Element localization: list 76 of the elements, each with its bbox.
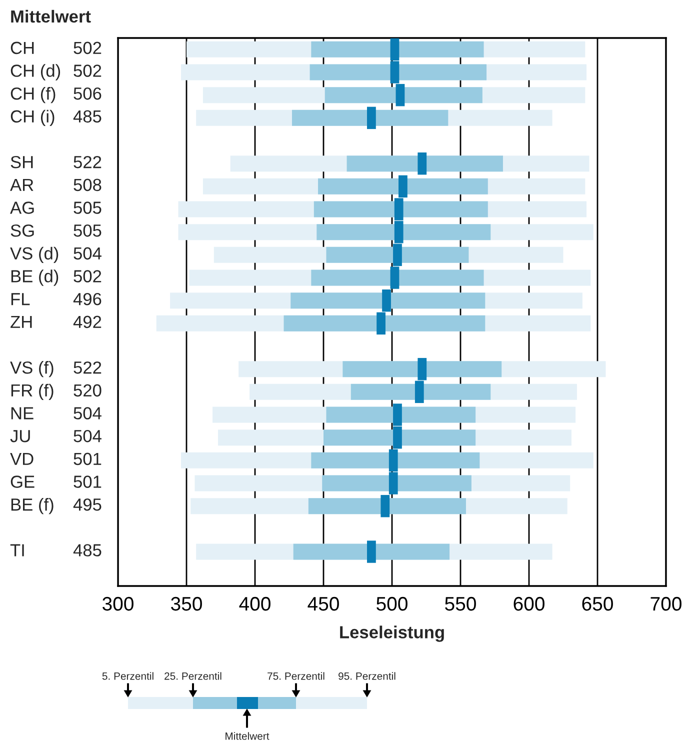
y-tick-label: SH	[10, 156, 33, 168]
x-tick-label: 500	[376, 596, 408, 611]
x-tick-label: 550	[445, 596, 476, 611]
data-label: 485	[73, 110, 102, 123]
bar	[292, 110, 448, 126]
y-tick-label: VS (d)	[10, 246, 58, 263]
x-tick-label: 650	[582, 596, 613, 611]
x-tick-label: 450	[308, 596, 339, 611]
bar	[308, 498, 466, 514]
y-tick-label: CH (i)	[10, 110, 54, 126]
data-label: 496	[73, 292, 102, 306]
bar	[310, 64, 487, 80]
y-tick-label: BE (f)	[11, 498, 54, 514]
data-label: 508	[74, 178, 102, 192]
data-label: 520	[74, 384, 102, 397]
bar	[290, 292, 486, 309]
data-label: 502	[74, 270, 102, 282]
data-label: 485	[73, 544, 102, 556]
data-label: 504	[74, 430, 102, 442]
bar	[326, 406, 476, 423]
data-label: 502	[74, 42, 102, 54]
data-label: 522	[74, 156, 102, 168]
text: 75. Perzentil	[268, 672, 324, 680]
bar	[324, 87, 482, 104]
bar	[342, 361, 502, 378]
bar	[293, 544, 450, 560]
x-tick-label: 400	[239, 596, 270, 611]
data-label: 522	[74, 361, 102, 374]
y-tick-label: BE (d)	[11, 270, 58, 286]
x-tick-label: 700	[650, 596, 682, 611]
chart-title: Mittelwert	[11, 10, 91, 23]
data-label: 504	[74, 407, 102, 420]
data-label: 495	[73, 498, 102, 511]
bar	[316, 224, 491, 240]
data-label: 502	[74, 64, 102, 77]
bar	[318, 178, 488, 194]
text: Mittelwert	[226, 732, 270, 740]
text: 5. Perzentil	[102, 672, 154, 680]
y-tick-label: VS (f)	[10, 360, 54, 378]
text: 95. Perzentil	[338, 672, 396, 680]
data-label: 501	[74, 452, 102, 466]
y-tick-label: CH (f)	[10, 86, 56, 104]
y-tick-label: ZH	[10, 316, 32, 328]
y-tick-label: AG	[10, 202, 34, 214]
bar	[350, 384, 491, 400]
y-tick-label: CH (d)	[10, 64, 60, 80]
y-tick-label: GE	[10, 476, 34, 488]
x-tick-label: 300	[102, 596, 134, 611]
bar	[314, 201, 488, 218]
bar	[284, 315, 486, 332]
bar	[311, 452, 480, 468]
y-tick-label: FL	[11, 293, 30, 306]
text: 25. Perzentil	[164, 672, 222, 680]
y-tick-label: VD	[10, 452, 34, 465]
y-tick-label: TI	[10, 544, 24, 556]
bar	[311, 41, 484, 58]
y-tick-label: NE	[11, 407, 34, 420]
data-label: 505	[74, 224, 102, 237]
y-tick-label: CH	[10, 42, 34, 54]
bar	[311, 270, 484, 286]
y-tick-label: JU	[10, 430, 30, 442]
y-tick-label: FR (f)	[11, 384, 54, 400]
x-axis-title: Leseleistung	[340, 626, 444, 642]
bar	[324, 430, 476, 446]
data-label: 506	[74, 87, 102, 100]
data-label: 492	[73, 316, 102, 328]
y-tick-label: AR	[10, 178, 34, 191]
x-tick-label: 600	[514, 596, 544, 611]
bar	[326, 246, 469, 263]
data-label: 505	[74, 202, 102, 214]
bar	[346, 156, 503, 172]
x-tick-label: 350	[171, 596, 202, 611]
data-label: 504	[74, 247, 102, 260]
y-tick-label: SG	[10, 224, 34, 237]
data-label: 501	[74, 476, 102, 488]
bar	[322, 475, 472, 492]
